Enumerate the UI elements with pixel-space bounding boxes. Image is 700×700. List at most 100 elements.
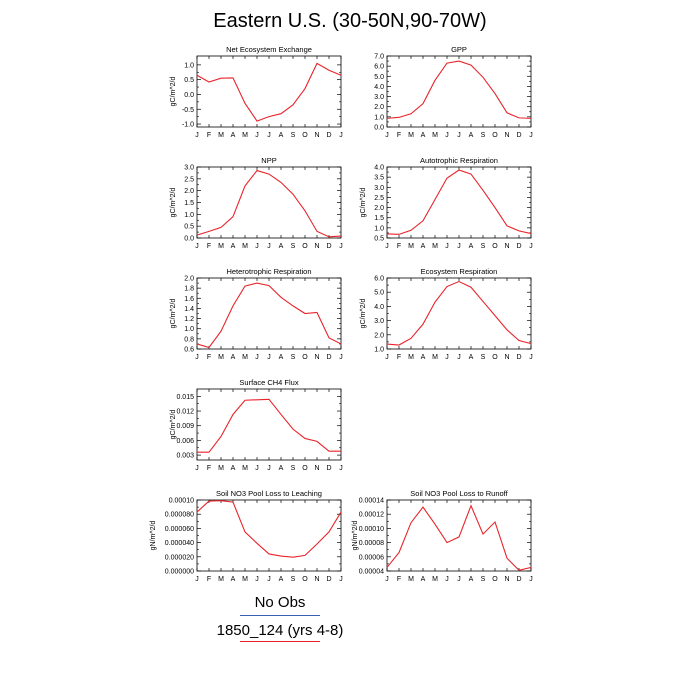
y-tick-label: 5.0	[374, 74, 384, 81]
x-tick-label: S	[291, 465, 296, 472]
y-tick-label: 0.012	[176, 409, 194, 416]
x-tick-label: O	[492, 132, 498, 139]
y-tick-label: 2.5	[184, 176, 194, 183]
x-tick-label: S	[291, 354, 296, 361]
y-tick-label: 2.0	[374, 205, 384, 212]
x-tick-label: A	[279, 243, 284, 250]
x-tick-label: S	[291, 576, 296, 583]
x-tick-label: D	[516, 243, 521, 250]
x-tick-label: J	[385, 354, 389, 361]
x-tick-label: J	[457, 354, 461, 361]
x-tick-label: J	[195, 465, 199, 472]
y-tick-label: -1.0	[182, 122, 194, 129]
x-tick-label: J	[339, 576, 343, 583]
y-tick-label: 6.0	[374, 276, 384, 283]
y-axis-label: gC/m^2/d	[170, 410, 177, 440]
x-tick-label: O	[492, 243, 498, 250]
y-axis-label: gC/m^2/d	[170, 299, 177, 329]
y-tick-label: 3.0	[374, 94, 384, 101]
y-axis-label: gC/m^2/d	[170, 188, 177, 218]
x-tick-label: J	[457, 576, 461, 583]
y-tick-label: 0.8	[184, 336, 194, 343]
x-tick-label: M	[408, 354, 414, 361]
y-axis-label: gC/m^2/d	[170, 77, 177, 107]
x-tick-label: D	[326, 576, 331, 583]
x-tick-label: J	[255, 132, 259, 139]
y-tick-label: 2.0	[374, 104, 384, 111]
y-tick-label: 0.00008	[359, 540, 384, 547]
y-tick-label: 2.0	[184, 188, 194, 195]
x-tick-label: M	[218, 465, 224, 472]
panel-title: Surface CH4 Flux	[239, 378, 298, 387]
x-tick-label: N	[314, 132, 319, 139]
y-tick-label: 0.015	[176, 394, 194, 401]
x-tick-label: D	[516, 354, 521, 361]
x-tick-label: N	[314, 465, 319, 472]
x-tick-label: M	[408, 243, 414, 250]
x-tick-label: J	[195, 243, 199, 250]
y-tick-label: 0.00014	[359, 498, 384, 505]
x-tick-label: M	[432, 576, 438, 583]
x-tick-label: M	[218, 243, 224, 250]
x-tick-label: M	[242, 243, 248, 250]
x-tick-label: O	[302, 132, 308, 139]
panel-title: Soil NO3 Pool Loss to Leaching	[216, 489, 322, 498]
x-tick-label: J	[445, 576, 449, 583]
panel-title: Autotrophic Respiration	[420, 156, 498, 165]
x-tick-label: J	[267, 465, 271, 472]
x-tick-label: F	[397, 576, 401, 583]
series-line	[197, 398, 341, 453]
panel-title: Heterotrophic Respiration	[226, 267, 311, 276]
y-tick-label: 2.5	[374, 195, 384, 202]
y-tick-label: 4.0	[374, 165, 384, 172]
y-tick-label: 1.5	[374, 215, 384, 222]
x-tick-label: J	[255, 354, 259, 361]
x-tick-label: J	[267, 576, 271, 583]
x-tick-label: A	[469, 132, 474, 139]
y-tick-label: 1.2	[184, 316, 194, 323]
x-tick-label: M	[242, 132, 248, 139]
x-tick-label: O	[302, 576, 308, 583]
x-tick-label: A	[421, 354, 426, 361]
y-tick-label: 0.5	[374, 236, 384, 243]
panel-title: GPP	[451, 45, 467, 54]
y-tick-label: 0.006	[176, 438, 194, 445]
x-tick-label: J	[445, 132, 449, 139]
x-tick-label: D	[326, 243, 331, 250]
x-tick-label: S	[291, 243, 296, 250]
x-tick-label: D	[516, 132, 521, 139]
y-tick-label: 1.0	[374, 347, 384, 354]
x-tick-label: J	[339, 465, 343, 472]
x-tick-label: A	[421, 576, 426, 583]
series-line	[386, 169, 532, 235]
x-tick-label: J	[445, 354, 449, 361]
x-tick-label: J	[457, 132, 461, 139]
y-tick-label: 0.00004	[359, 569, 384, 576]
y-tick-label: 0.00006	[359, 554, 384, 561]
y-tick-label: 0.009	[176, 423, 194, 430]
x-tick-label: J	[529, 243, 533, 250]
x-tick-label: M	[218, 576, 224, 583]
y-axis-label: gC/m^2/d	[360, 188, 367, 218]
y-tick-label: 5.0	[374, 290, 384, 297]
x-tick-label: S	[481, 243, 486, 250]
x-tick-label: J	[195, 576, 199, 583]
x-tick-label: M	[242, 354, 248, 361]
x-tick-label: J	[255, 243, 259, 250]
x-tick-label: M	[432, 354, 438, 361]
x-tick-label: A	[469, 243, 474, 250]
y-tick-label: 3.0	[374, 318, 384, 325]
x-tick-label: J	[195, 354, 199, 361]
panel-frame	[196, 166, 342, 239]
x-tick-label: F	[397, 243, 401, 250]
series-line	[386, 60, 532, 119]
y-tick-label: 1.0	[184, 212, 194, 219]
y-tick-label: 6.0	[374, 64, 384, 71]
x-tick-label: M	[432, 243, 438, 250]
x-tick-label: A	[279, 465, 284, 472]
x-tick-label: M	[408, 576, 414, 583]
y-tick-label: 4.0	[374, 304, 384, 311]
y-tick-label: 1.5	[184, 200, 194, 207]
y-tick-label: 0.0	[184, 236, 194, 243]
